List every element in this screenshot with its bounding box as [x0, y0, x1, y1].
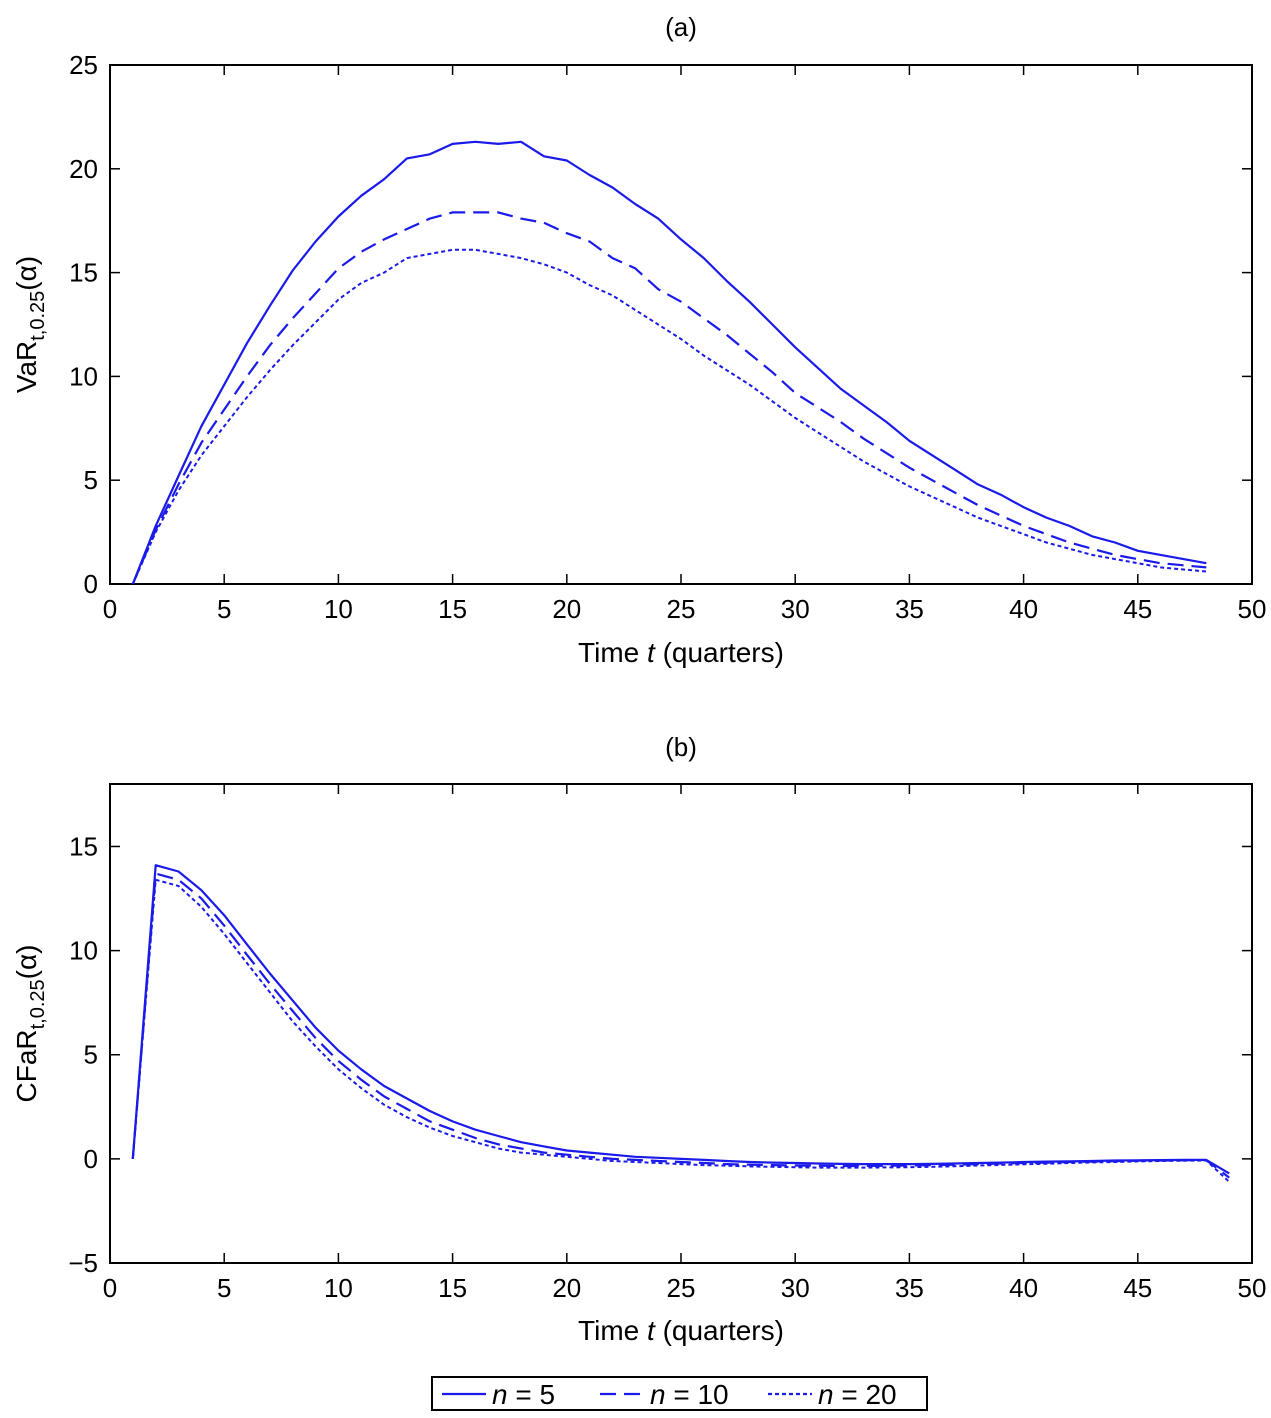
- series-line-b-n10: [131, 872, 1230, 1179]
- x-tick-label-a: 40: [1009, 594, 1038, 624]
- y-axis-label-b: CFaRt,0.25(α): [11, 944, 49, 1102]
- x-tick-label-b: 50: [1238, 1273, 1267, 1303]
- x-tick-label-a: 20: [552, 594, 581, 624]
- x-tick-label-a: 35: [895, 594, 924, 624]
- series-line-a-n10: [131, 211, 1207, 585]
- x-tick-label-b: 20: [552, 1273, 581, 1303]
- series-line-a-n5: [131, 140, 1207, 585]
- legend-label-dashed: n = 10: [650, 1379, 729, 1410]
- plot-frame-a: [109, 64, 1253, 585]
- x-tick-label-b: 5: [217, 1273, 231, 1303]
- x-tick-label-a: 15: [438, 594, 467, 624]
- plot-frame-b: [109, 783, 1253, 1264]
- y-tick-label-a: 5: [84, 465, 98, 495]
- chart-title-a: (a): [665, 12, 697, 42]
- x-tick-label-a: 25: [667, 594, 696, 624]
- x-tick-label-b: 35: [895, 1273, 924, 1303]
- y-tick-label-a: 15: [69, 258, 98, 288]
- series-line-b-n5: [131, 864, 1230, 1175]
- legend-box: [431, 1376, 928, 1411]
- y-tick-label-b: 15: [69, 831, 98, 861]
- x-tick-label-b: 40: [1009, 1273, 1038, 1303]
- y-axis-label-a: VaRt,0.25(α): [11, 256, 49, 393]
- legend: n = 5 n = 10 n = 20: [431, 1376, 928, 1411]
- chart-title-b: (b): [665, 732, 697, 762]
- x-tick-label-b: 30: [781, 1273, 810, 1303]
- x-tick-label-b: 15: [438, 1273, 467, 1303]
- x-tick-label-a: 50: [1238, 594, 1267, 624]
- x-tick-label-b: 0: [103, 1273, 117, 1303]
- x-tick-label-b: 45: [1123, 1273, 1152, 1303]
- y-tick-label-b: −5: [68, 1248, 98, 1278]
- series-line-b-n20: [131, 878, 1230, 1183]
- x-tick-label-a: 30: [781, 594, 810, 624]
- legend-label-dotted: n = 20: [818, 1379, 897, 1410]
- y-tick-label-a: 0: [84, 569, 98, 599]
- y-tick-label-b: 5: [84, 1040, 98, 1070]
- x-tick-label-b: 25: [667, 1273, 696, 1303]
- x-tick-label-b: 10: [324, 1273, 353, 1303]
- y-tick-label-b: 10: [69, 936, 98, 966]
- x-tick-label-a: 10: [324, 594, 353, 624]
- panel-a: (a) 0 5 10 15 20 25 30 35 40 45 50 0 5 10 15 20 25 Time t …: [11, 12, 1266, 668]
- series-line-a-n20: [131, 248, 1207, 585]
- x-tick-label-a: 45: [1123, 594, 1152, 624]
- x-axis-label-b: Time t (quarters): [578, 1315, 784, 1346]
- x-tick-label-a: 0: [103, 594, 117, 624]
- y-tick-label-b: 0: [84, 1144, 98, 1174]
- y-tick-label-a: 10: [69, 361, 98, 391]
- y-tick-label-a: 25: [69, 50, 98, 80]
- x-tick-label-a: 5: [217, 594, 231, 624]
- legend-label-solid: n = 5: [492, 1379, 555, 1410]
- y-tick-label-a: 20: [69, 154, 98, 184]
- x-axis-label-a: Time t (quarters): [578, 637, 784, 668]
